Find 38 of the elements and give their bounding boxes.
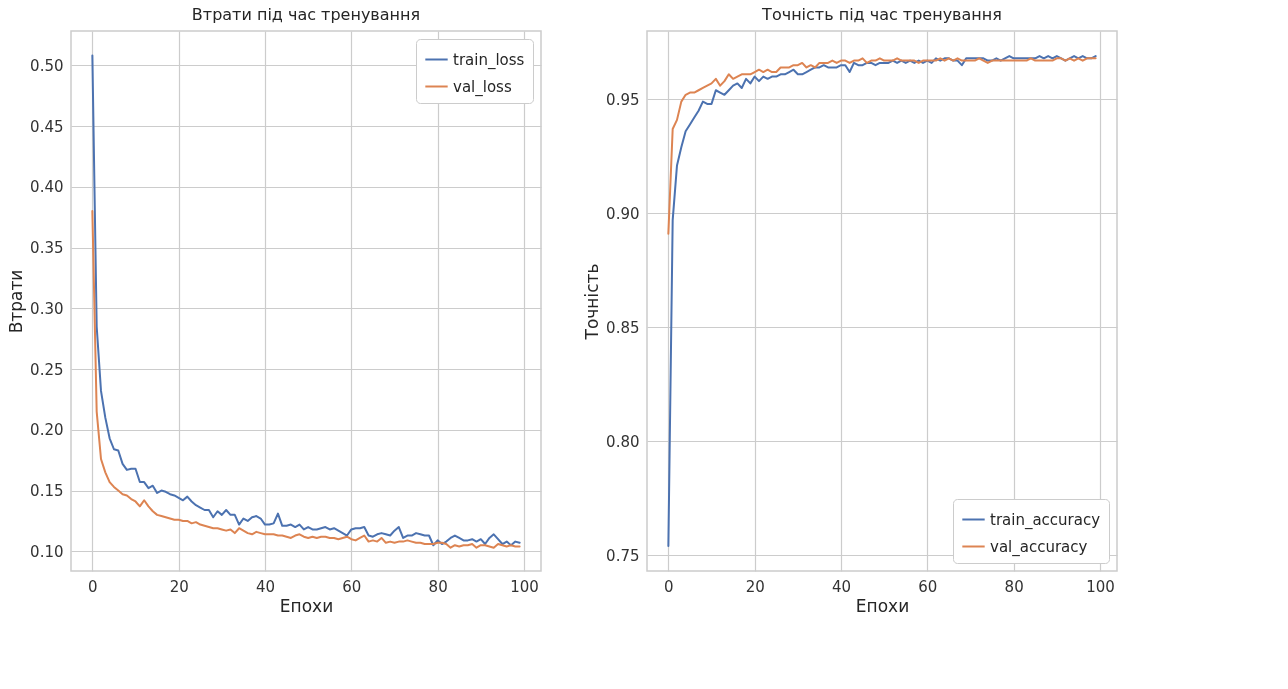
x-tick-label: 80 — [428, 577, 448, 596]
x-axis-title: Епохи — [855, 595, 910, 616]
y-tick-label: 0.35 — [30, 239, 64, 258]
y-tick-label: 0.50 — [30, 56, 64, 75]
y-tick-label: 0.45 — [30, 117, 64, 136]
x-tick-label: 0 — [88, 577, 98, 596]
y-tick-label: 0.95 — [606, 90, 640, 109]
y-tick-label: 0.25 — [30, 360, 64, 379]
legend-label: train_loss — [453, 50, 525, 70]
legend-label: train_accuracy — [990, 510, 1101, 530]
chart-title: Втрати під час тренування — [191, 5, 421, 24]
chart-title: Точність під час тренування — [761, 5, 1002, 24]
y-tick-label: 0.40 — [30, 178, 64, 197]
y-tick-label: 0.90 — [606, 204, 640, 223]
x-tick-label: 40 — [255, 577, 276, 596]
y-tick-label: 0.30 — [30, 299, 64, 318]
y-tick-label: 0.75 — [606, 546, 640, 565]
x-tick-label: 100 — [1086, 577, 1115, 596]
y-axis-title: Втрати — [6, 269, 27, 334]
y-tick-label: 0.10 — [30, 542, 64, 561]
y-tick-label: 0.85 — [606, 318, 640, 337]
legend-label: val_accuracy — [990, 537, 1088, 557]
y-tick-label: 0.15 — [30, 482, 64, 501]
y-tick-label: 0.20 — [30, 421, 64, 440]
x-tick-label: 20 — [169, 577, 189, 596]
x-tick-label: 100 — [510, 577, 539, 596]
line-series — [667, 57, 1097, 235]
x-tick-label: 60 — [918, 577, 938, 596]
x-tick-label: 20 — [745, 577, 765, 596]
line-series — [91, 210, 521, 549]
x-tick-label: 40 — [831, 577, 852, 596]
legend-label: val_loss — [453, 77, 512, 97]
x-tick-label: 0 — [664, 577, 674, 596]
y-axis-title: Точність — [582, 263, 603, 341]
y-tick-label: 0.80 — [606, 432, 640, 451]
x-tick-label: 80 — [1004, 577, 1024, 596]
x-axis-title: Епохи — [279, 595, 334, 616]
x-tick-label: 60 — [342, 577, 362, 596]
